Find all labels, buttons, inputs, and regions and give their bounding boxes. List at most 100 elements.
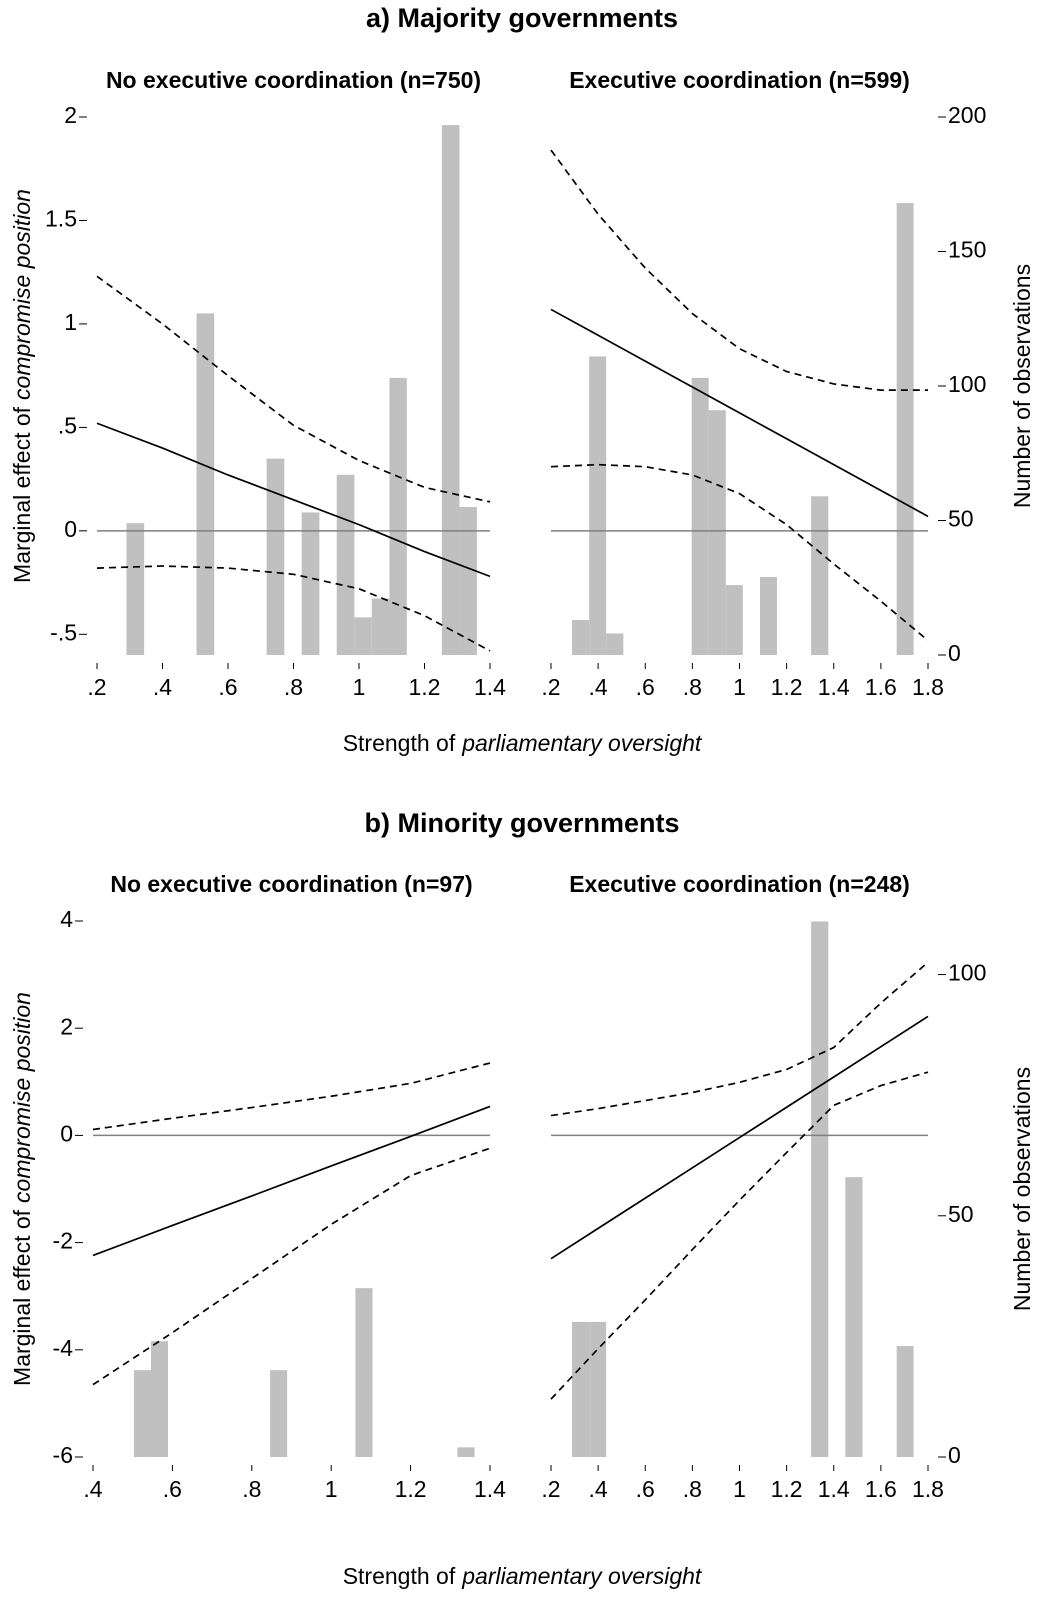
estimate-line xyxy=(550,308,929,518)
y-axis-label: Marginal effect of compromise position xyxy=(9,992,35,1386)
histogram-bar xyxy=(691,377,709,655)
x-axis-label: Strength of parliamentary oversight xyxy=(343,730,703,756)
confidence-line xyxy=(550,463,929,642)
estimate-line xyxy=(550,1015,929,1260)
x-tick-label: 1.4 xyxy=(818,674,850,700)
histogram-bar xyxy=(759,576,777,655)
y2-axis-label: Number of observations xyxy=(1009,1067,1035,1311)
estimate-line xyxy=(92,1105,491,1257)
x-tick-label: 1.4 xyxy=(474,1476,506,1502)
histogram-bar xyxy=(355,1288,373,1457)
histogram-bar xyxy=(589,1321,607,1457)
y2-tick-label: 100 xyxy=(948,371,986,397)
x-tick-label: .4 xyxy=(589,1476,608,1502)
confidence-line xyxy=(96,275,491,503)
y-axis-label-text: Marginal effect of xyxy=(9,1209,35,1386)
y2-tick-label: 200 xyxy=(948,102,986,128)
confidence-line xyxy=(92,1062,491,1131)
histogram-bar xyxy=(336,474,355,655)
y-tick-label: 4 xyxy=(60,906,73,932)
histogram-bar xyxy=(266,458,285,655)
histogram-bar xyxy=(441,125,460,655)
histogram-bar xyxy=(845,1177,863,1457)
histogram-bar xyxy=(589,356,607,655)
confidence-line xyxy=(550,149,928,391)
x-tick-label: 1.2 xyxy=(395,1476,427,1502)
histogram-bar xyxy=(371,598,390,655)
x-axis-label: Strength of parliamentary oversight xyxy=(343,1563,703,1589)
x-tick-label: 1.6 xyxy=(865,1476,897,1502)
y-tick-label: .5 xyxy=(58,412,77,438)
x-tick-label: .4 xyxy=(153,674,172,700)
x-tick-label: .6 xyxy=(636,674,655,700)
y-tick-label: 0 xyxy=(60,1120,73,1146)
y-axis-label-italic: compromise position xyxy=(9,992,35,1203)
y-tick-label: 1.5 xyxy=(45,206,77,232)
y-tick-label: -2 xyxy=(53,1228,73,1254)
panel-title: No executive coordination (n=97) xyxy=(110,871,472,897)
y2-tick-label: 100 xyxy=(948,960,986,986)
histogram-bar xyxy=(459,507,477,655)
histogram-bar xyxy=(606,633,624,655)
y-axis-label-text: Marginal effect of xyxy=(9,406,35,583)
y2-tick-label: 50 xyxy=(948,1201,974,1227)
panel-title: Executive coordination (n=599) xyxy=(569,67,910,93)
x-tick-label: .6 xyxy=(163,1476,182,1502)
estimate-line xyxy=(96,422,491,578)
panel-title: Executive coordination (n=248) xyxy=(569,871,910,897)
x-tick-label: .8 xyxy=(242,1476,261,1502)
histogram-bar xyxy=(389,377,407,655)
x-tick-label: 1.2 xyxy=(771,1476,803,1502)
y-tick-label: 0 xyxy=(64,516,77,542)
section-title: a) Majority governments xyxy=(366,3,678,33)
x-tick-label: 1.4 xyxy=(818,1476,850,1502)
y2-tick-label: 50 xyxy=(948,506,974,532)
y-tick-label: 1 xyxy=(64,309,77,335)
x-tick-label: 1.8 xyxy=(912,1476,944,1502)
y-axis-label-italic: compromise position xyxy=(9,189,35,400)
x-tick-label: .6 xyxy=(218,674,237,700)
histogram-bar xyxy=(571,620,590,655)
x-tick-label: .6 xyxy=(636,1476,655,1502)
x-axis-label-text: Strength of xyxy=(343,730,456,756)
histogram-bar xyxy=(133,1370,151,1457)
x-axis-label-italic: parliamentary oversight xyxy=(461,730,703,756)
histogram-bar xyxy=(196,313,215,655)
x-tick-label: 1 xyxy=(733,1476,746,1502)
x-tick-label: .4 xyxy=(589,674,608,700)
x-axis-label-italic: parliamentary oversight xyxy=(461,1563,703,1589)
histogram-bar xyxy=(126,523,145,655)
y-tick-label: -.5 xyxy=(50,619,77,645)
y-tick-label: 2 xyxy=(64,102,77,128)
x-tick-label: .2 xyxy=(541,674,560,700)
x-tick-label: 1.4 xyxy=(474,674,506,700)
x-tick-label: .2 xyxy=(87,674,106,700)
y-tick-label: -4 xyxy=(53,1335,74,1361)
section-title: b) Minority governments xyxy=(364,808,679,838)
histogram-bar xyxy=(896,1346,914,1457)
confidence-line xyxy=(550,1071,929,1400)
y2-tick-label: 0 xyxy=(948,640,961,666)
x-tick-label: .8 xyxy=(683,1476,702,1502)
y2-axis-label: Number of observations xyxy=(1009,264,1035,508)
x-axis-label-text: Strength of xyxy=(343,1563,456,1589)
x-tick-label: 1 xyxy=(353,674,366,700)
y-axis-label: Marginal effect of compromise position xyxy=(9,189,35,583)
y2-tick-label: 150 xyxy=(948,237,986,263)
y-tick-label: -6 xyxy=(53,1442,73,1468)
x-tick-label: 1 xyxy=(325,1476,338,1502)
x-tick-label: 1.2 xyxy=(409,674,441,700)
x-tick-label: 1.8 xyxy=(912,674,944,700)
x-tick-label: 1 xyxy=(733,674,746,700)
histogram-bar xyxy=(896,203,914,655)
x-tick-label: .4 xyxy=(83,1476,102,1502)
histogram-bar xyxy=(571,1321,590,1457)
confidence-line xyxy=(96,565,491,652)
histogram-bar xyxy=(457,1447,475,1457)
histogram-bar xyxy=(725,585,743,655)
confidence-line xyxy=(550,961,929,1117)
x-tick-label: .2 xyxy=(541,1476,560,1502)
histogram-bar xyxy=(708,410,726,655)
x-tick-label: 1.6 xyxy=(865,674,897,700)
